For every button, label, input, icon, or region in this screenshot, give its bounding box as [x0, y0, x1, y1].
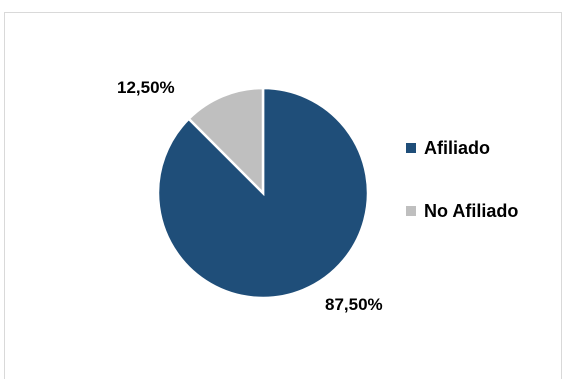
legend-label-afiliado: Afiliado	[424, 137, 490, 158]
pie-slice-no-afiliado	[186, 86, 265, 197]
legend-swatch-no-afiliado	[406, 206, 416, 216]
data-label-no-afiliado: 12,50%	[117, 78, 175, 97]
legend-item-no-afiliado: No Afiliado	[406, 197, 518, 225]
data-label-afiliado: 87,50%	[325, 295, 383, 314]
legend-swatch-afiliado	[406, 143, 416, 153]
legend: Afiliado No Afiliado	[406, 134, 518, 260]
legend-item-afiliado: Afiliado	[406, 134, 518, 162]
legend-label-no-afiliado: No Afiliado	[424, 200, 519, 221]
